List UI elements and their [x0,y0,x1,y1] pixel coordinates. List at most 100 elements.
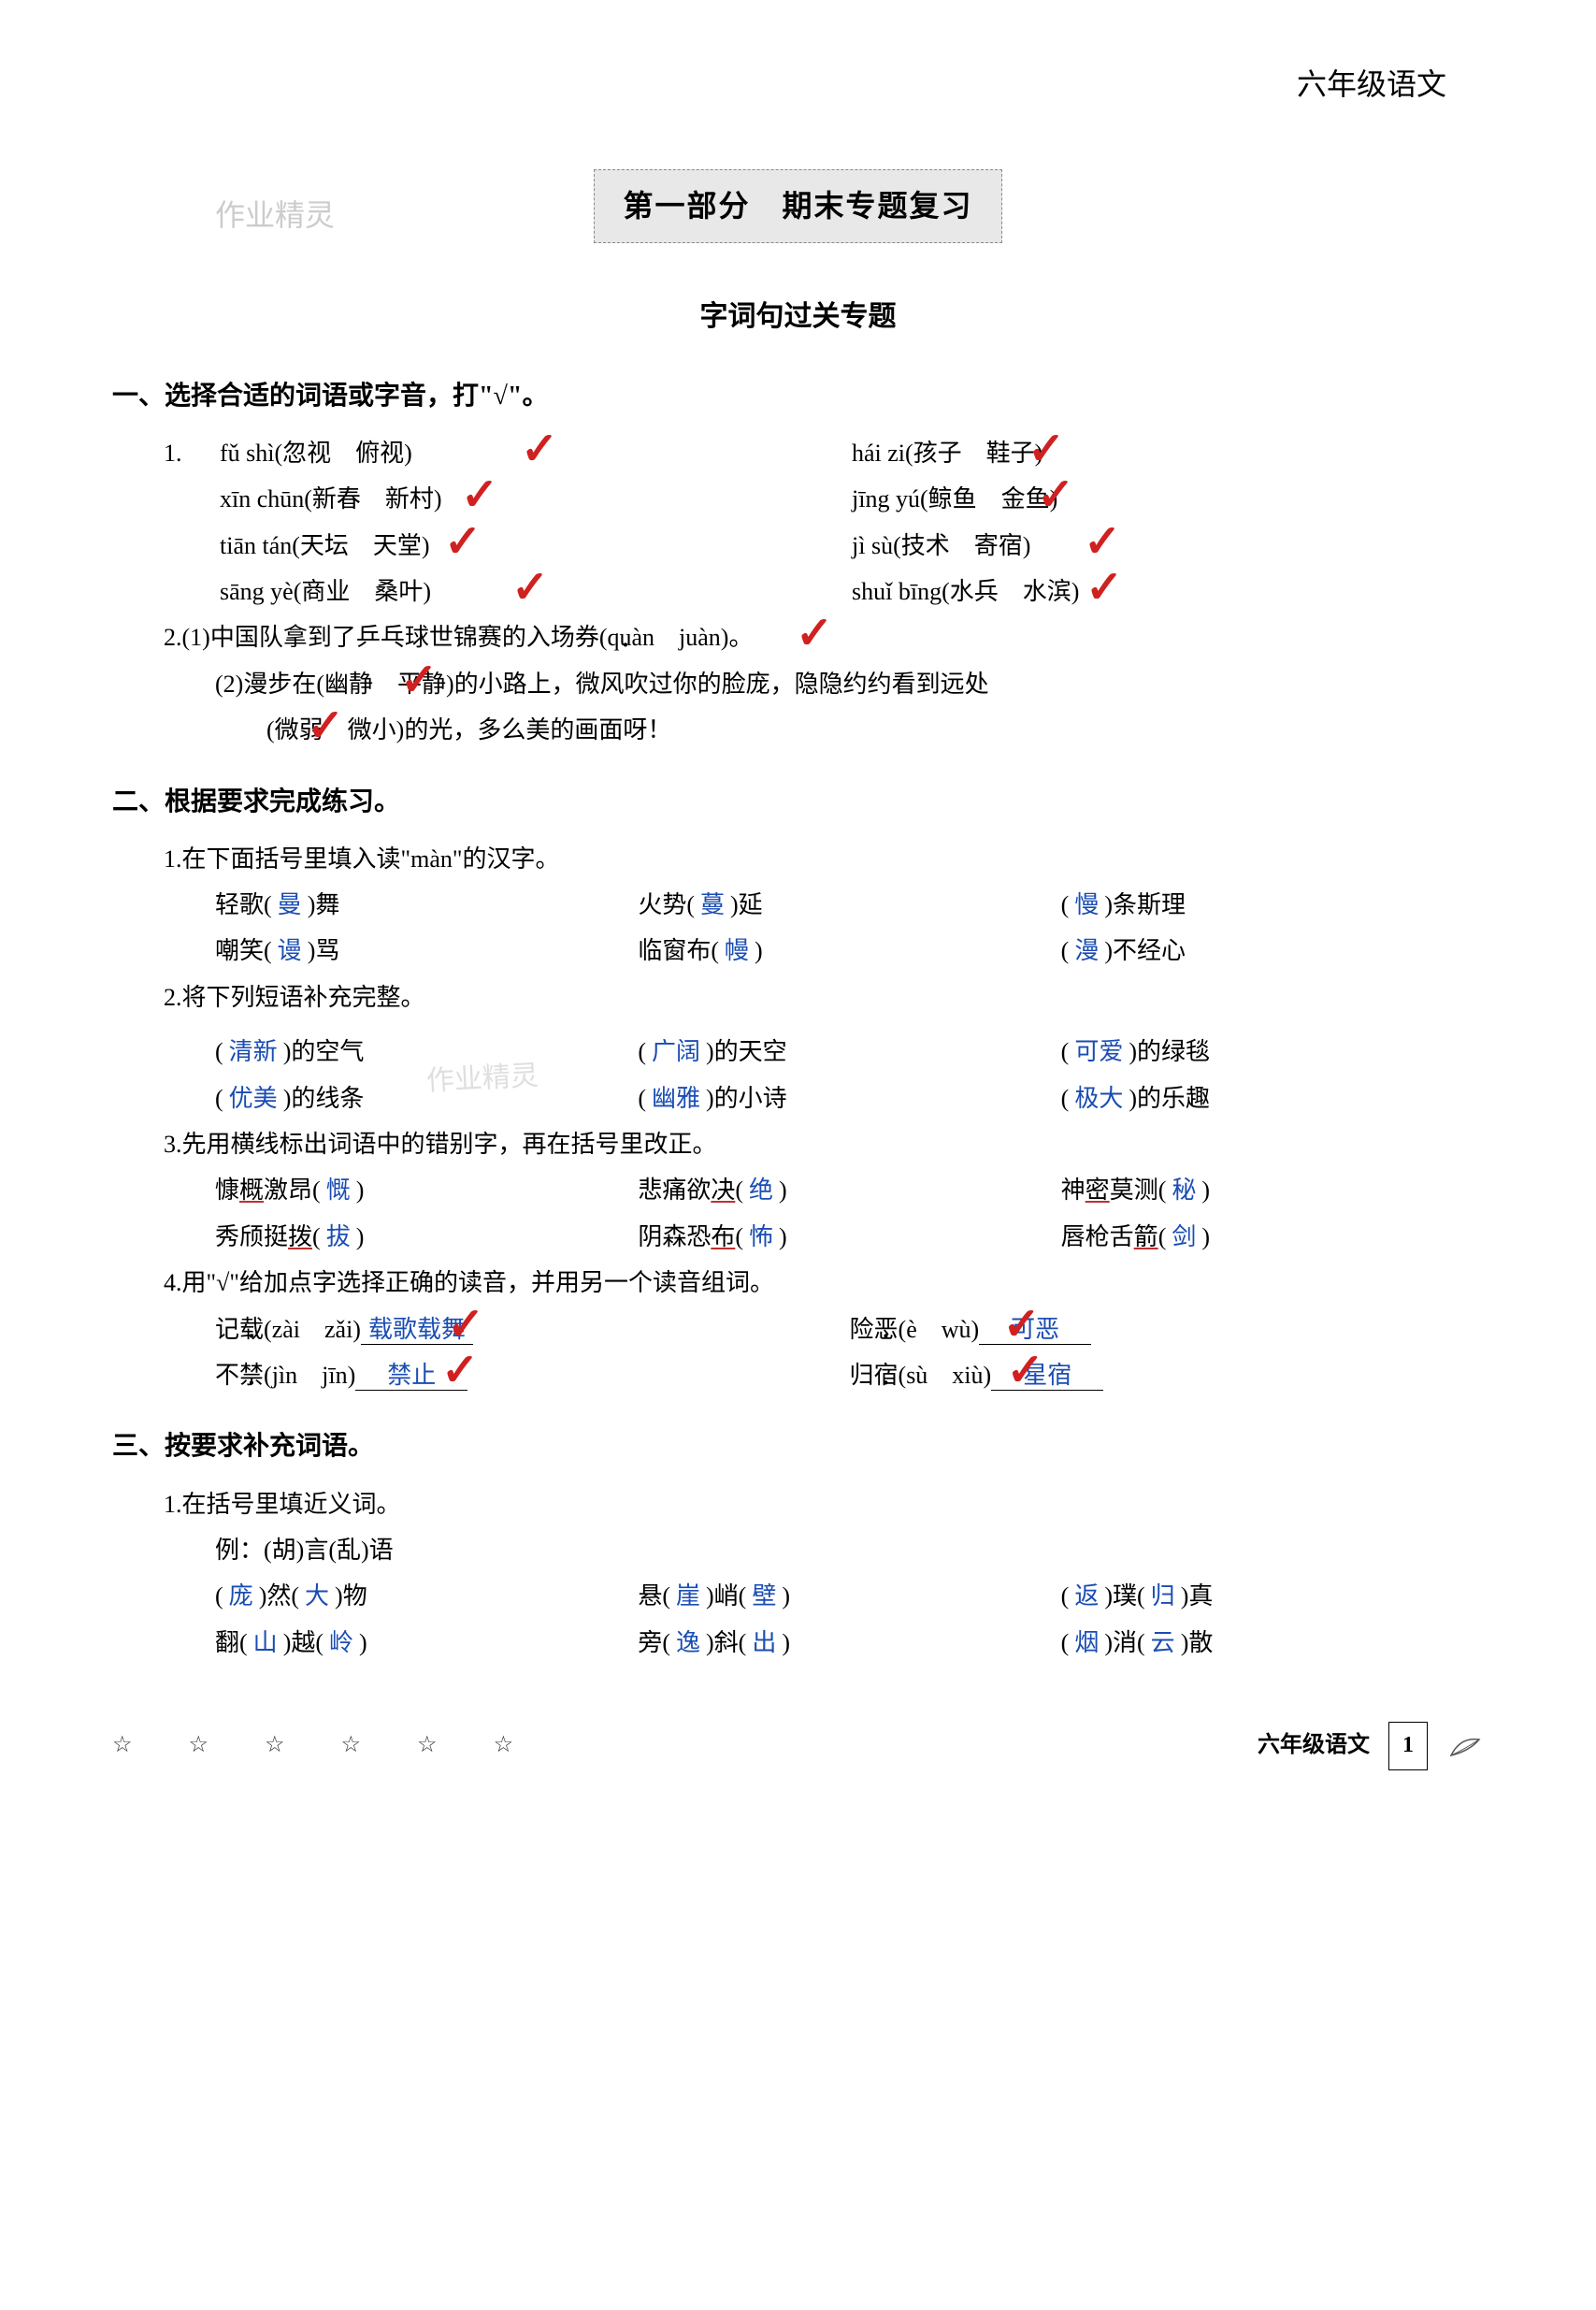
w: 阴森恐 [638,1223,711,1250]
dot-char: 禁 [239,1362,264,1389]
w: 秀颀挺 [215,1223,288,1250]
answer: 极大 [1069,1085,1129,1112]
answer: 幽雅 [646,1085,706,1112]
check-icon: ✓ [1028,427,1065,472]
t: )璞( [1104,1582,1144,1610]
t: )斜( [706,1629,746,1656]
answer: 返 [1069,1582,1104,1610]
watermark-1: 作业精灵 [215,187,335,244]
t: (è wù) [899,1316,980,1343]
fill: )的天空 [706,1038,787,1065]
answer: 慨 [321,1177,356,1204]
subtitle: 字词句过关专题 [112,290,1484,343]
q1-l2: tiān tán(天坛 天堂) [220,532,430,559]
section-banner: 第一部分 期末专题复习 [594,169,1001,243]
answer: 慢 [1069,891,1104,918]
t: )真 [1181,1582,1214,1610]
check-icon: ✓ [511,566,549,611]
t: 归 [850,1362,874,1389]
fill: )的乐趣 [1129,1085,1210,1112]
dot-char: 载 [239,1316,264,1343]
q2-l1a: (1)中国队拿到了乒乓球世锦赛的入场券(q [182,624,620,651]
check-icon: ✓ [1086,566,1123,611]
w: ( [735,1223,743,1250]
answer: 绝 [743,1177,779,1204]
answer: 云 [1145,1629,1181,1656]
check-icon: ✓ [796,612,833,657]
fill: 临窗布( [638,937,719,964]
check-icon: ✓ [307,704,344,749]
fill: )的线条 [283,1085,365,1112]
answer: 庞 [223,1582,259,1610]
answer: 崖 [670,1582,706,1610]
fill: )条斯理 [1104,891,1186,918]
fill: )骂 [308,937,340,964]
answer: 可爱 [1069,1038,1129,1065]
dot-char: 恶 [874,1316,899,1343]
footer-label: 六年级语文 [1258,1725,1370,1768]
answer: 拔 [321,1223,356,1250]
check-icon: ✓ [1084,520,1121,565]
sec3-head: 三、按要求补充词语。 [112,1422,1484,1471]
q2-l2: (2)漫步在(幽静 平静)的小路上，微风吹过你的脸庞，隐隐约约看到远处 [215,671,989,698]
q1-l3: sāng yè(商业 桑叶) [220,578,431,605]
sec2-q4-prompt: 4.用"√"给加点字选择正确的读音，并用另一个读音组词。 [164,1260,1484,1306]
answer: 蔓 [695,891,730,918]
t: )峭( [706,1582,746,1610]
t: (sù xiù) [899,1362,992,1389]
check-icon: ✓ [441,1349,479,1393]
wrong-char: 概 [239,1177,264,1204]
fill: )的空气 [283,1038,365,1065]
wrong-char: 拨 [288,1223,312,1250]
w: 神 [1061,1177,1086,1204]
check-icon: ✓ [400,658,438,703]
answer: 大 [299,1582,335,1610]
answer: 烟 [1069,1629,1104,1656]
answer: 怖 [743,1223,779,1250]
answer: 出 [746,1629,782,1656]
q1-r3: shuǐ bīng(水兵 水滨) [852,578,1079,605]
footer: ☆ ☆ ☆ ☆ ☆ ☆ 六年级语文 1 [112,1722,1484,1770]
page-number: 1 [1388,1722,1428,1770]
t: (zài zǎi) [264,1316,361,1343]
fill: )延 [730,891,763,918]
w: 悲痛欲 [638,1177,711,1204]
answer: 曼 [272,891,308,918]
sec2-q1-prompt: 1.在下面括号里填入读"màn"的汉字。 [164,836,1484,882]
q1-l0: fǔ shì(忽视 俯视) [220,440,412,467]
sec2-head: 二、根据要求完成练习。 [112,777,1484,827]
q1-r2: jì sù(技术 寄宿) [852,532,1030,559]
fill: 嘲笑( [215,937,272,964]
fill: )的小诗 [706,1085,787,1112]
header-grade: 六年级语文 [112,56,1484,113]
answer: 剑 [1166,1223,1201,1250]
leaf-icon [1446,1732,1484,1760]
check-icon: ✓ [1037,473,1074,518]
t: )物 [335,1582,367,1610]
check-icon: ✓ [1007,1349,1044,1393]
footer-stars: ☆ ☆ ☆ ☆ ☆ ☆ [112,1725,530,1768]
answer: 秘 [1166,1177,1201,1204]
answer: 广阔 [646,1038,706,1065]
t: 翻( [215,1629,248,1656]
w: ( [735,1177,743,1204]
t: (jìn jīn) [264,1362,355,1389]
fill: 轻歌( [215,891,272,918]
answer: 幔 [719,937,755,964]
q1-l1: xīn chūn(新春 新村) [220,485,442,513]
answer: 山 [248,1629,283,1656]
sec2-q3-prompt: 3.先用横线标出词语中的错别字，再在括号里改正。 [164,1121,1484,1167]
answer: 清新 [223,1038,283,1065]
fill: ) [755,937,763,964]
fill: )的绿毯 [1129,1038,1210,1065]
t: 险 [850,1316,874,1343]
t: 记 [215,1316,239,1343]
sec3-q1-prompt: 1.在括号里填近义词。 [164,1481,1484,1527]
w: 莫测( [1110,1177,1167,1204]
q1-r1: jīng yú(鲸鱼 金鱼) [852,485,1057,513]
sec3-example: 例：(胡)言(乱)语 [164,1527,1484,1573]
t: 悬( [638,1582,670,1610]
w: 激昂( [264,1177,321,1204]
t: 不 [215,1362,239,1389]
answer: 逸 [670,1629,706,1656]
